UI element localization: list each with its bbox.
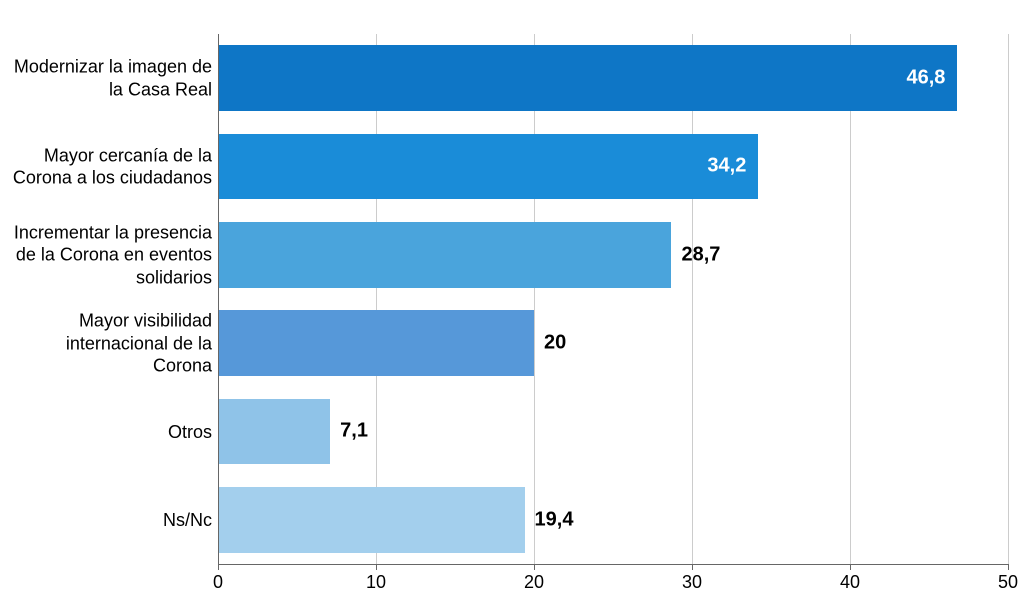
plot-area: 46,8 34,2 28,7 20 7,1 19,4 bbox=[218, 34, 1008, 564]
gridline bbox=[692, 34, 693, 564]
bar bbox=[218, 310, 534, 375]
x-tick-mark bbox=[534, 564, 535, 570]
x-tick-label: 0 bbox=[213, 572, 223, 593]
x-tick-label: 10 bbox=[366, 572, 386, 593]
x-tick-label: 30 bbox=[682, 572, 702, 593]
bar-value-label: 20 bbox=[544, 332, 566, 355]
bar bbox=[218, 45, 957, 110]
y-category-label: Mayor visibilidad internacional de la Co… bbox=[12, 309, 212, 377]
x-tick-mark bbox=[218, 564, 219, 570]
x-tick-mark bbox=[692, 564, 693, 570]
x-axis bbox=[218, 564, 1008, 565]
y-category-label: Ns/Nc bbox=[12, 509, 212, 532]
bar-row: 28,7 bbox=[218, 222, 1008, 287]
gridline bbox=[1008, 34, 1009, 564]
bar-value-label: 19,4 bbox=[535, 508, 574, 531]
y-category-label: Modernizar la imagen de la Casa Real bbox=[12, 56, 212, 101]
x-tick-mark bbox=[1008, 564, 1009, 570]
bar-row: 20 bbox=[218, 310, 1008, 375]
x-tick-label: 40 bbox=[840, 572, 860, 593]
y-category-label: Incrementar la presencia de la Corona en… bbox=[12, 221, 212, 289]
chart-container: 46,8 34,2 28,7 20 7,1 19,4 0 10 20 30 40 50 Modern… bbox=[0, 10, 1024, 604]
gridline bbox=[850, 34, 851, 564]
bar-value-label: 28,7 bbox=[681, 243, 720, 266]
bar-value-label: 34,2 bbox=[707, 155, 746, 178]
gridline bbox=[376, 34, 377, 564]
x-tick-label: 20 bbox=[524, 572, 544, 593]
bar bbox=[218, 222, 671, 287]
bar-row: 19,4 bbox=[218, 487, 1008, 552]
y-category-label: Otros bbox=[12, 420, 212, 443]
x-tick-mark bbox=[376, 564, 377, 570]
y-category-label: Mayor cercanía de la Corona a los ciudad… bbox=[12, 144, 212, 189]
bar bbox=[218, 134, 758, 199]
x-tick-label: 50 bbox=[998, 572, 1018, 593]
gridline bbox=[534, 34, 535, 564]
bar-row: 34,2 bbox=[218, 134, 1008, 199]
bar-row: 46,8 bbox=[218, 45, 1008, 110]
y-axis bbox=[218, 34, 219, 564]
x-tick-mark bbox=[850, 564, 851, 570]
bar bbox=[218, 487, 525, 552]
bar-row: 7,1 bbox=[218, 399, 1008, 464]
bar-value-label: 7,1 bbox=[340, 420, 368, 443]
bar bbox=[218, 399, 330, 464]
bar-value-label: 46,8 bbox=[907, 67, 946, 90]
